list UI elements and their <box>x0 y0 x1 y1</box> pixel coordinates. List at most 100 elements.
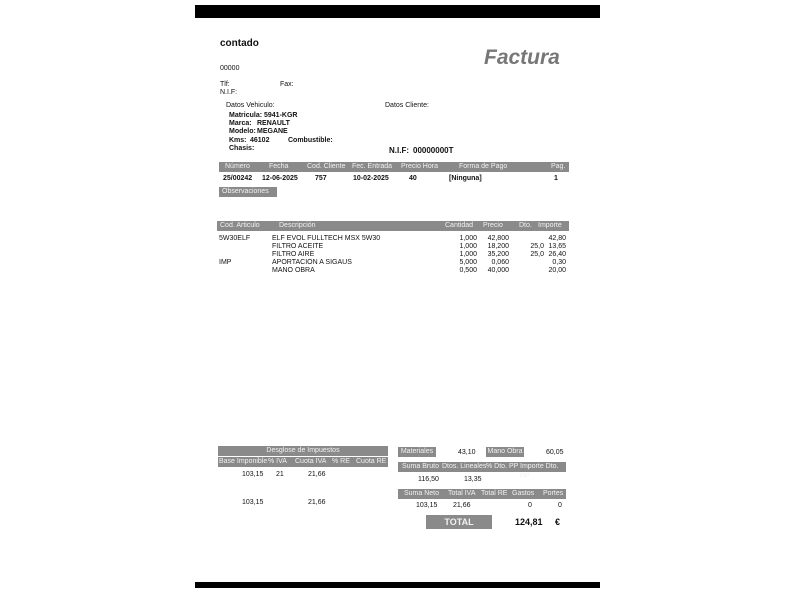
company-name: contado <box>220 38 259 49</box>
line-cell: 25,0 <box>530 251 544 258</box>
marca: RENAULT <box>257 120 290 127</box>
materiales-value: 43,10 <box>458 449 476 456</box>
fax-label: Fax: <box>280 81 294 88</box>
col-numero: Número <box>225 163 250 170</box>
taxes-totals: 103,15 21,66 <box>218 498 388 507</box>
summary-row2-values: 103,15 21,66 0 0 <box>398 501 566 510</box>
nif-label: N.I.F: <box>220 89 238 96</box>
col-cantidad: Cantidad <box>445 222 474 229</box>
line-cell: ELF EVOL FULLTECH MSX 5W30 <box>272 235 381 242</box>
line-cell: 5W30ELF <box>219 235 251 242</box>
col-descripcion: Descripción <box>279 222 316 229</box>
line-cell: 35,200 <box>487 251 509 258</box>
company-code: 00000 <box>220 65 240 72</box>
summary-row2-header: Suma Neto Total IVA Total RE Gastos Port… <box>398 489 566 499</box>
col-precio-hora: Precio Hora <box>401 163 438 170</box>
dtos-lineales: 13,35 <box>464 476 482 483</box>
col-portes: Portes <box>543 490 564 497</box>
col-dto-pp: % Dto. PP <box>486 463 519 470</box>
invoice-date: 12-06-2025 <box>262 175 298 182</box>
invoice-header-bar: Número Fecha Cod. Cliente Fec. Entrada P… <box>219 162 569 172</box>
total-value: 124,81 <box>515 517 543 527</box>
col-precio: Precio <box>483 222 503 229</box>
tlf-label: Tlf: <box>220 81 230 88</box>
col-cod-cliente: Cod. Cliente <box>307 163 346 170</box>
total-iva: 21,66 <box>453 502 471 509</box>
line-cell: 42,80 <box>548 235 566 242</box>
col-pag: Pag. <box>551 163 566 170</box>
col-fecha: Fecha <box>269 163 289 170</box>
invoice-header-values: 25/00242 12-06-2025 757 10-02-2025 40 [N… <box>219 174 569 183</box>
client-title: Datos Cliente: <box>385 102 429 109</box>
line-cell: 1,000 <box>459 235 477 242</box>
line-cell: FILTRO ACEITE <box>272 243 324 250</box>
col-forma-pago: Forma de Pago <box>459 163 508 170</box>
vehicle-title: Datos Vehiculo: <box>226 102 275 109</box>
line-cell: 18,200 <box>487 243 509 250</box>
suma-bruto: 116,50 <box>418 476 439 483</box>
col-cod-articulo: Cod. Articulo <box>220 222 260 229</box>
kms-label: Kms: <box>229 137 247 144</box>
modelo: MEGANE <box>257 128 288 135</box>
gastos: 0 <box>528 502 532 509</box>
scan-top-border <box>195 5 600 18</box>
col-fec-entrada: Fec. Entrada <box>352 163 393 170</box>
line-cell: 1,000 <box>459 243 477 250</box>
modelo-label: Modelo: <box>229 128 256 135</box>
observaciones-label: Observaciones <box>219 187 277 197</box>
col-dto: Dto. <box>519 222 532 229</box>
matricula-label: Matricula: <box>229 112 263 119</box>
line-cell: 0,500 <box>459 267 477 274</box>
line-cell: 5,000 <box>459 259 477 266</box>
line-cell: IMP <box>219 259 232 266</box>
col-base: Base Imponible <box>219 458 268 465</box>
col-re: % RE <box>332 458 350 465</box>
line-cell: 42,800 <box>487 235 509 242</box>
col-cuota-re: Cuota RE <box>356 458 387 465</box>
marca-label: Marca: <box>229 120 252 127</box>
line-cell: 0,30 <box>552 259 566 266</box>
scan-bottom-border <box>195 582 600 588</box>
col-cuota-iva: Cuota IVA <box>295 458 327 465</box>
summary-row1-values: 116,50 13,35 <box>398 475 566 484</box>
hour-price: 40 <box>409 175 417 182</box>
summary-row1-header: Suma Bruto Dtos. Lineales % Dto. PP Impo… <box>398 462 566 480</box>
col-total-re: Total RE <box>481 490 508 497</box>
mano-obra-value: 60,05 <box>546 449 564 456</box>
tax-base-total: 103,15 <box>242 499 264 506</box>
col-total-iva: Total IVA <box>448 490 476 497</box>
line-cell: 0,060 <box>491 259 509 266</box>
col-suma-bruto: Suma Bruto <box>402 463 439 470</box>
tax-base: 103,15 <box>242 471 264 478</box>
client-nif-label: N.I.F: <box>389 146 409 155</box>
invoice-title: Factura <box>484 46 560 69</box>
chasis-label: Chasis: <box>229 145 255 152</box>
line-cell: FILTRO AIRE <box>272 251 315 258</box>
tax-iva: 21 <box>276 471 284 478</box>
entry-date: 10-02-2025 <box>353 175 389 182</box>
combustible-label: Combustible: <box>288 137 333 144</box>
col-gastos: Gastos <box>512 490 535 497</box>
line-cell: 1,000 <box>459 251 477 258</box>
col-importe-dto-pp: Importe Dto. PP <box>520 463 559 480</box>
client-nif: 00000000T <box>413 146 454 155</box>
taxes-header-bar: Base Imponible % IVA Cuota IVA % RE Cuot… <box>218 457 388 467</box>
col-iva: % IVA <box>268 458 287 465</box>
line-cell: 13,65 <box>548 243 566 250</box>
currency-symbol: € <box>555 517 561 527</box>
client-code: 757 <box>315 175 327 182</box>
col-suma-neto: Suma Neto <box>404 490 440 497</box>
kms: 46102 <box>250 137 270 144</box>
matricula: 5941-KGR <box>264 112 298 119</box>
portes: 0 <box>558 502 562 509</box>
taxes-row: 103,15 21 21,66 <box>218 470 388 479</box>
tax-cuota-iva-total: 21,66 <box>308 499 326 506</box>
line-cell: 20,00 <box>548 267 566 274</box>
total-label: TOTAL <box>426 515 492 529</box>
tax-cuota-iva: 21,66 <box>308 471 326 478</box>
col-dtos-lineales: Dtos. Lineales <box>442 463 487 470</box>
col-importe: Importe <box>538 222 562 229</box>
payment-method: [Ninguna] <box>449 175 482 182</box>
line-cell: APORTACION A SIGAUS <box>272 259 352 266</box>
suma-neto: 103,15 <box>416 502 438 509</box>
